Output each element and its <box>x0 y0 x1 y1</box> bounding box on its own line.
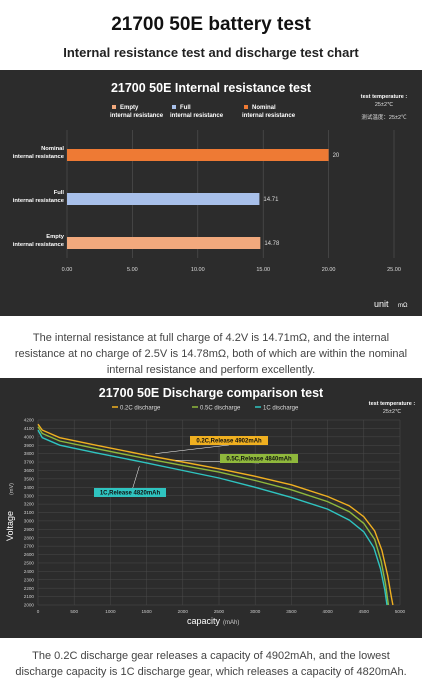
y-tick-label: 2800 <box>24 535 35 540</box>
y-tick-label: 3200 <box>24 502 35 507</box>
x-tick-label: 3000 <box>250 609 261 614</box>
data-label: 20 <box>333 153 340 159</box>
y-tick-label: 2700 <box>24 544 35 549</box>
x-tick-label: 2000 <box>178 609 189 614</box>
internal-resistance-chart: 21700 50E Internal resistance test Empty i… <box>13 81 408 309</box>
y-tick-label: 4100 <box>24 426 35 431</box>
y-tick-label: 2600 <box>24 552 35 557</box>
y-tick-label: 2200 <box>24 586 35 591</box>
legend-label: 0.2C discharge <box>120 406 161 412</box>
legend-label: internal resistance <box>170 113 224 119</box>
callout-box <box>190 436 268 445</box>
callout-leader <box>155 444 230 454</box>
chart-title: 21700 50E Discharge comparison test <box>99 386 324 400</box>
legend-label: Nominal <box>252 105 276 111</box>
x-tick-label: 2500 <box>214 609 225 614</box>
bar <box>67 237 261 249</box>
discharge-chart-panel: 21700 50E Discharge comparison test 0.2C … <box>0 378 422 638</box>
y-tick-label: 3400 <box>24 485 35 490</box>
series-line <box>37 423 394 606</box>
x-axis-label: unit <box>374 299 389 309</box>
x-tick-label: 15.00 <box>256 267 270 273</box>
test-temperature-label: test temperature : <box>369 401 416 407</box>
y-tick-label: 3600 <box>24 468 35 473</box>
x-tick-label: 10.00 <box>191 267 205 273</box>
y-axis-unit: (mV) <box>9 483 15 495</box>
y-tick-label: 3800 <box>24 451 35 456</box>
y-axis-label: Voltage <box>5 511 15 541</box>
y-tick-label: 3700 <box>24 460 35 465</box>
x-tick-label: 5000 <box>395 609 406 614</box>
x-axis-unit: (mAh) <box>223 620 239 626</box>
x-tick-label: 4500 <box>359 609 370 614</box>
legend-swatch <box>112 105 116 109</box>
category-label: Empty <box>46 234 64 240</box>
callout-label: 0.5C,Release 4840mAh <box>226 457 292 463</box>
y-tick-label: 3300 <box>24 493 35 498</box>
callout-box <box>94 488 166 497</box>
chart-title: 21700 50E Internal resistance test <box>111 81 312 95</box>
discharge-chart: 21700 50E Discharge comparison test 0.2C … <box>5 386 416 626</box>
x-tick-label: 5.00 <box>127 267 138 273</box>
x-tick-label: 1500 <box>141 609 152 614</box>
callout-box <box>220 454 298 463</box>
y-tick-label: 3000 <box>24 519 35 524</box>
legend-label: 0.5C discharge <box>200 406 241 412</box>
y-tick-label: 2900 <box>24 527 35 532</box>
legend-swatch <box>172 105 176 109</box>
category-label: internal resistance <box>13 198 65 204</box>
category-label: internal resistance <box>13 154 65 160</box>
y-tick-label: 4000 <box>24 434 35 439</box>
y-tick-label: 3100 <box>24 510 35 515</box>
x-tick-label: 0 <box>37 609 40 614</box>
test-temperature-value: 25±2℃ <box>375 102 394 108</box>
x-tick-label: 500 <box>70 609 78 614</box>
x-tick-label: 4000 <box>322 609 333 614</box>
x-axis-unit: mΩ <box>398 303 408 309</box>
bar <box>67 193 260 205</box>
x-axis-label: capacity <box>187 616 221 626</box>
internal-resistance-chart-panel: 21700 50E Internal resistance test Empty i… <box>0 70 422 316</box>
y-tick-label: 3500 <box>24 476 35 481</box>
callout-label: 1C,Release 4820mAh <box>100 491 161 497</box>
internal-resistance-caption: The internal resistance at full charge o… <box>14 332 408 376</box>
y-tick-label: 2400 <box>24 569 35 574</box>
test-temperature-value: 25±2℃ <box>383 409 402 415</box>
test-temperature-cn: 测试温度：25±2℃ <box>361 113 407 121</box>
test-temperature-label: test temperature : <box>361 94 408 100</box>
page-subtitle: Internal resistance test and discharge t… <box>63 45 359 60</box>
data-label: 14.71 <box>263 197 279 203</box>
legend-label: internal resistance <box>242 113 296 119</box>
series-line <box>37 426 390 606</box>
x-tick-label: 25.00 <box>387 267 401 273</box>
x-tick-label: 20.00 <box>322 267 336 273</box>
y-tick-label: 2300 <box>24 577 35 582</box>
callout-label: 0.2C,Release 4902mAh <box>196 439 262 445</box>
discharge-caption: The 0.2C discharge gear releases a capac… <box>15 650 407 678</box>
legend-label: Empty <box>120 105 139 111</box>
legend-label: 1C discharge <box>263 406 299 412</box>
legend-label: internal resistance <box>110 113 164 119</box>
page-title: 21700 50E battery test <box>111 14 311 35</box>
x-tick-label: 3500 <box>286 609 297 614</box>
series-line <box>37 429 388 606</box>
data-label: 14.78 <box>264 241 280 247</box>
y-tick-label: 3900 <box>24 443 35 448</box>
legend-label: Full <box>180 105 191 111</box>
bar <box>67 149 329 161</box>
y-tick-label: 2000 <box>24 603 35 608</box>
y-tick-label: 4200 <box>24 418 35 423</box>
category-label: internal resistance <box>13 242 65 248</box>
y-tick-label: 2100 <box>24 594 35 599</box>
y-tick-label: 2500 <box>24 561 35 566</box>
x-tick-label: 1000 <box>105 609 116 614</box>
x-tick-label: 0.00 <box>62 267 73 273</box>
legend-swatch <box>244 105 248 109</box>
category-label: Nominal <box>41 146 64 152</box>
category-label: Full <box>54 190 65 196</box>
